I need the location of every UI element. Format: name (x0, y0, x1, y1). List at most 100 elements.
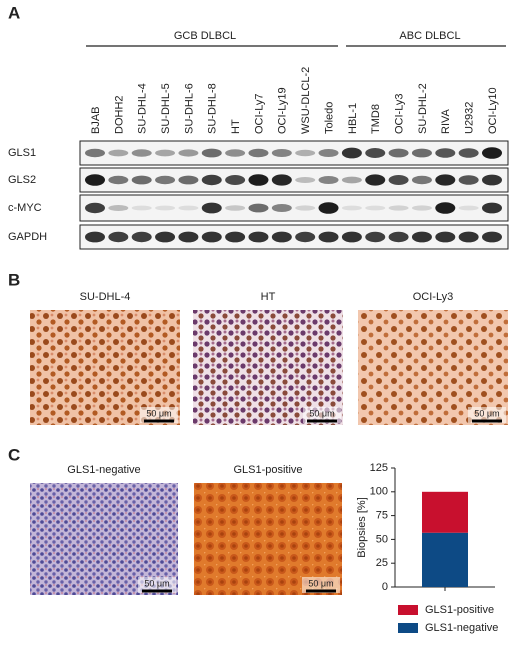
chart: 0 25 50 75 100 125 Biopsies [%] GLS1-positive GL… (356, 462, 498, 634)
band (295, 177, 316, 183)
scale-label: 50 μm (144, 578, 169, 588)
band (178, 231, 199, 243)
image-title: GLS1-negative (67, 464, 140, 476)
band (85, 231, 105, 243)
scale-label: 50 μm (474, 408, 499, 418)
band (341, 205, 362, 211)
panel-label: A (8, 3, 20, 22)
band (271, 174, 292, 186)
band (341, 176, 362, 184)
lane-label: U2932 (464, 102, 476, 134)
lane-label: OCI-Ly19 (277, 87, 289, 134)
panel-label: B (8, 270, 20, 289)
band (131, 175, 152, 185)
band (365, 231, 386, 243)
band (108, 149, 129, 157)
band (482, 174, 502, 186)
y-tick-label: 50 (376, 533, 388, 545)
lane-label: SU-DHL-8 (207, 83, 219, 134)
band (85, 148, 105, 158)
band (85, 174, 105, 186)
scale-label: 50 μm (309, 408, 334, 418)
lane-label: WSU-DLCL-2 (300, 67, 312, 134)
lane-label: OCI-Ly3 (393, 93, 405, 134)
row-label: GAPDH (8, 231, 47, 243)
row-label: GLS1 (8, 147, 36, 159)
lane-label: SU-DHL-6 (183, 83, 195, 134)
band (178, 175, 199, 185)
micrograph (194, 483, 342, 595)
band (482, 202, 502, 214)
band (365, 174, 386, 186)
band (411, 148, 432, 158)
band (131, 231, 152, 243)
band (271, 231, 292, 243)
row-label: GLS2 (8, 174, 36, 186)
band (458, 175, 479, 185)
micrograph (358, 310, 508, 425)
band (155, 231, 176, 243)
band (201, 148, 222, 158)
legend-swatch (398, 623, 418, 633)
band (85, 202, 105, 214)
band (482, 231, 502, 243)
band (131, 149, 152, 157)
lane-label: BJAB (90, 106, 102, 134)
scale-bg (302, 577, 340, 593)
band (108, 205, 129, 211)
lane-label: OCI-Ly7 (253, 93, 265, 134)
row-label: c-MYC (8, 202, 42, 214)
band (388, 231, 409, 243)
band (365, 205, 386, 211)
band (318, 149, 339, 157)
lane-label: Toledo (323, 102, 335, 134)
bar-segment (422, 491, 468, 533)
image-title: SU-DHL-4 (80, 291, 131, 303)
scale-bg (303, 407, 341, 423)
lane-label: SU-DHL-4 (137, 83, 149, 134)
band (411, 231, 432, 243)
lane-label: TMD8 (370, 104, 382, 134)
band (458, 231, 479, 243)
band (201, 202, 222, 214)
band (178, 149, 199, 157)
band (271, 149, 292, 157)
band (435, 148, 456, 158)
bar-segment (422, 532, 468, 587)
band (295, 149, 316, 157)
micrograph (30, 310, 180, 425)
lane-label: OCI-Ly10 (487, 87, 499, 134)
band (295, 231, 316, 243)
legend-label: GLS1-positive (425, 604, 494, 616)
panel-a: A GCB DLBCL ABC DLBCL BJAB DOHH2 SU-DHL-4 S… (8, 3, 509, 250)
y-tick-label: 75 (376, 510, 388, 522)
band (388, 148, 409, 158)
band (155, 175, 176, 185)
band (108, 231, 129, 243)
scale-bg (140, 407, 178, 423)
band (248, 174, 269, 186)
scale-label: 50 μm (308, 578, 333, 588)
band (178, 205, 199, 211)
band (365, 148, 386, 158)
scale-bg (468, 407, 506, 423)
band (388, 205, 409, 211)
legend-swatch (398, 605, 418, 615)
band (318, 202, 339, 214)
y-axis-label: Biopsies [%] (356, 497, 368, 558)
group-label: ABC DLBCL (399, 30, 460, 42)
band (458, 205, 479, 211)
band (201, 174, 222, 186)
scale-label: 50 μm (146, 408, 171, 418)
legend-label: GLS1-negative (425, 622, 498, 634)
band (201, 231, 222, 243)
band (411, 205, 432, 211)
band (411, 175, 432, 185)
band (131, 205, 152, 211)
band (458, 148, 479, 158)
y-tick-label: 0 (382, 581, 388, 593)
band (341, 147, 362, 159)
band (248, 148, 269, 158)
micrograph (30, 483, 178, 595)
